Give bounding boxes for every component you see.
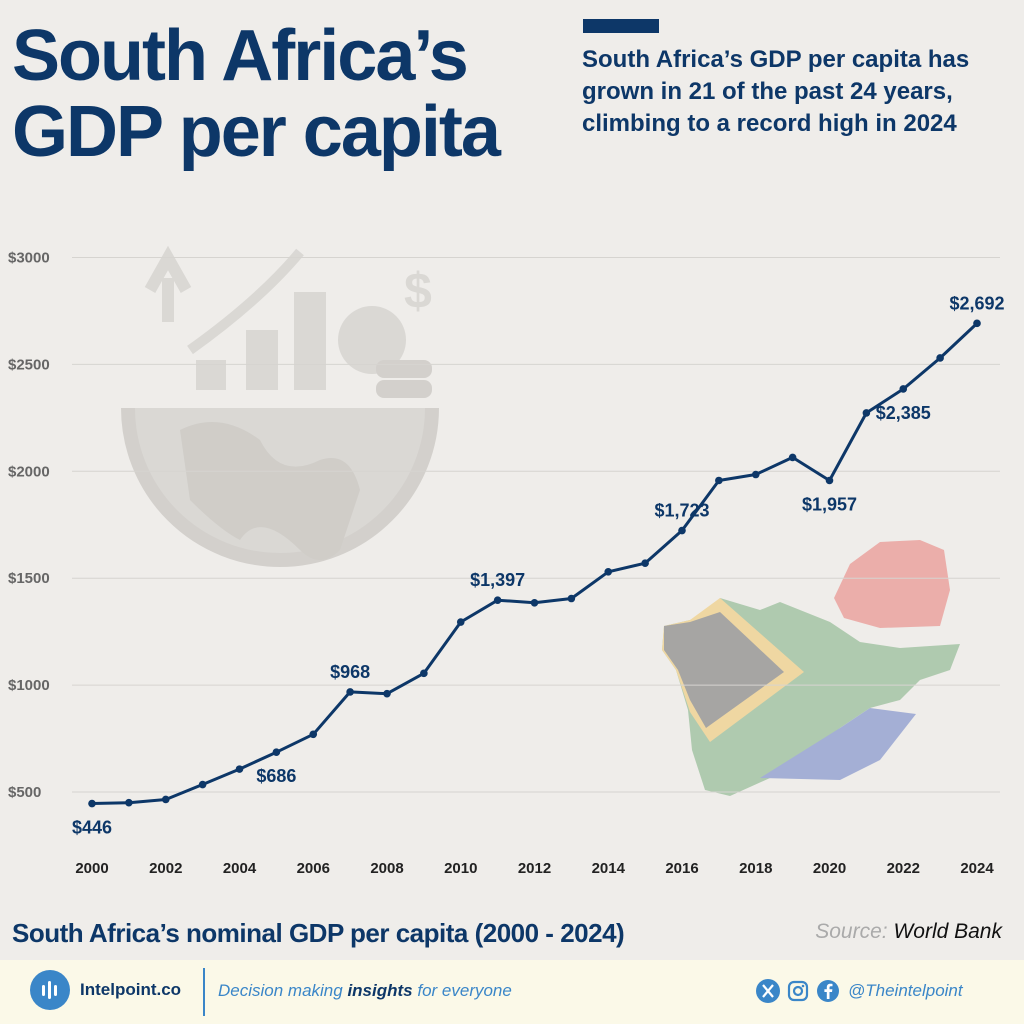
data-point (678, 526, 686, 535)
data-point (493, 596, 502, 605)
tagline: Decision making insights for everyone (218, 981, 512, 1001)
data-point (936, 354, 944, 362)
tagline-pre: Decision making (218, 981, 348, 1000)
facebook-icon[interactable] (816, 979, 840, 1003)
data-point (125, 798, 133, 807)
x-tick-label: 2020 (813, 860, 846, 877)
data-point (88, 799, 96, 808)
x-tick-label: 2002 (149, 860, 182, 877)
data-points (88, 319, 981, 808)
data-point (530, 598, 539, 607)
data-point (788, 453, 797, 462)
y-tick-label: $3000 (8, 250, 50, 267)
brand-name[interactable]: Intelpoint.co (80, 980, 182, 999)
data-point (751, 470, 760, 479)
divider (203, 968, 205, 1016)
data-label: $2,692 (949, 293, 1004, 313)
data-point (862, 409, 871, 417)
chart-caption: South Africa’s nominal GDP per capita (2… (12, 918, 625, 948)
data-label: $2,385 (876, 403, 931, 423)
data-label: $968 (330, 662, 370, 682)
data-point (456, 618, 465, 626)
source-label: Source: (815, 920, 888, 943)
x-tick-label: 2000 (75, 860, 108, 877)
subtitle: South Africa’s GDP per capita has grown … (582, 46, 970, 137)
footer: Intelpoint.co Decision making insights f… (0, 960, 1024, 1024)
data-point (567, 594, 576, 603)
y-tick-label: $500 (8, 784, 41, 801)
source-note: Source: World Bank (815, 920, 1002, 944)
y-tick-label: $1500 (8, 570, 50, 587)
data-point (235, 765, 244, 773)
y-tick-label: $1000 (8, 677, 50, 694)
data-label: $446 (72, 818, 112, 838)
data-label: $1,397 (470, 570, 525, 590)
social-handle[interactable]: @Theintelpoint (848, 981, 963, 1000)
x-tick-label: 2022 (887, 860, 920, 877)
y-tick-label: $2000 (8, 463, 50, 480)
data-point (161, 795, 170, 804)
instagram-icon[interactable] (786, 979, 810, 1003)
data-label: $686 (256, 766, 296, 786)
source-value: World Bank (893, 920, 1002, 943)
data-point (973, 319, 981, 328)
x-tick-label: 2016 (665, 860, 698, 877)
x-tick-label: 2010 (444, 860, 477, 877)
data-point (346, 688, 354, 696)
intelpoint-logo-icon (30, 970, 70, 1010)
x-tick-label: 2018 (739, 860, 772, 877)
x-tick-label: 2006 (297, 860, 330, 877)
data-label: $1,723 (654, 501, 709, 521)
data-point (899, 385, 908, 393)
data-point (420, 669, 428, 678)
y-tick-label: $2500 (8, 356, 50, 373)
x-tick-label: 2004 (223, 860, 257, 877)
accent-bar (583, 19, 659, 33)
gdp-line-chart: $ $500 $1000 $1500 $2000 $2500 $3000 2000 2002… (8, 245, 1005, 877)
x-tick-label: 2008 (370, 860, 403, 877)
x-tick-label: 2024 (960, 860, 994, 877)
data-labels: $446 $686 $968 $1,397 $1,723 $1,957 $2,385 $2,6… (72, 293, 1005, 837)
svg-text:$: $ (404, 263, 432, 319)
x-tick-label: 2012 (518, 860, 551, 877)
x-icon[interactable] (756, 979, 780, 1003)
data-point (825, 476, 834, 485)
y-axis: $500 $1000 $1500 $2000 $2500 $3000 (8, 250, 50, 802)
data-point (604, 567, 613, 576)
growth-globe-illustration: $ (121, 245, 439, 567)
data-label: $1,957 (802, 494, 857, 514)
data-point (383, 689, 391, 698)
tagline-post: for everyone (412, 981, 512, 1000)
x-axis: 2000 2002 2004 2006 2008 2010 2012 2014 2016 2018… (75, 860, 994, 877)
page-title: South Africa’s GDP per capita (12, 16, 501, 172)
tagline-bold: insights (347, 981, 413, 1000)
data-point (309, 730, 318, 739)
data-point (272, 748, 281, 757)
data-point (715, 476, 723, 485)
south-africa-flag-map (662, 540, 960, 796)
gridlines (72, 257, 1000, 793)
x-tick-label: 2014 (592, 860, 626, 877)
data-point (641, 559, 649, 568)
data-point (198, 780, 207, 789)
